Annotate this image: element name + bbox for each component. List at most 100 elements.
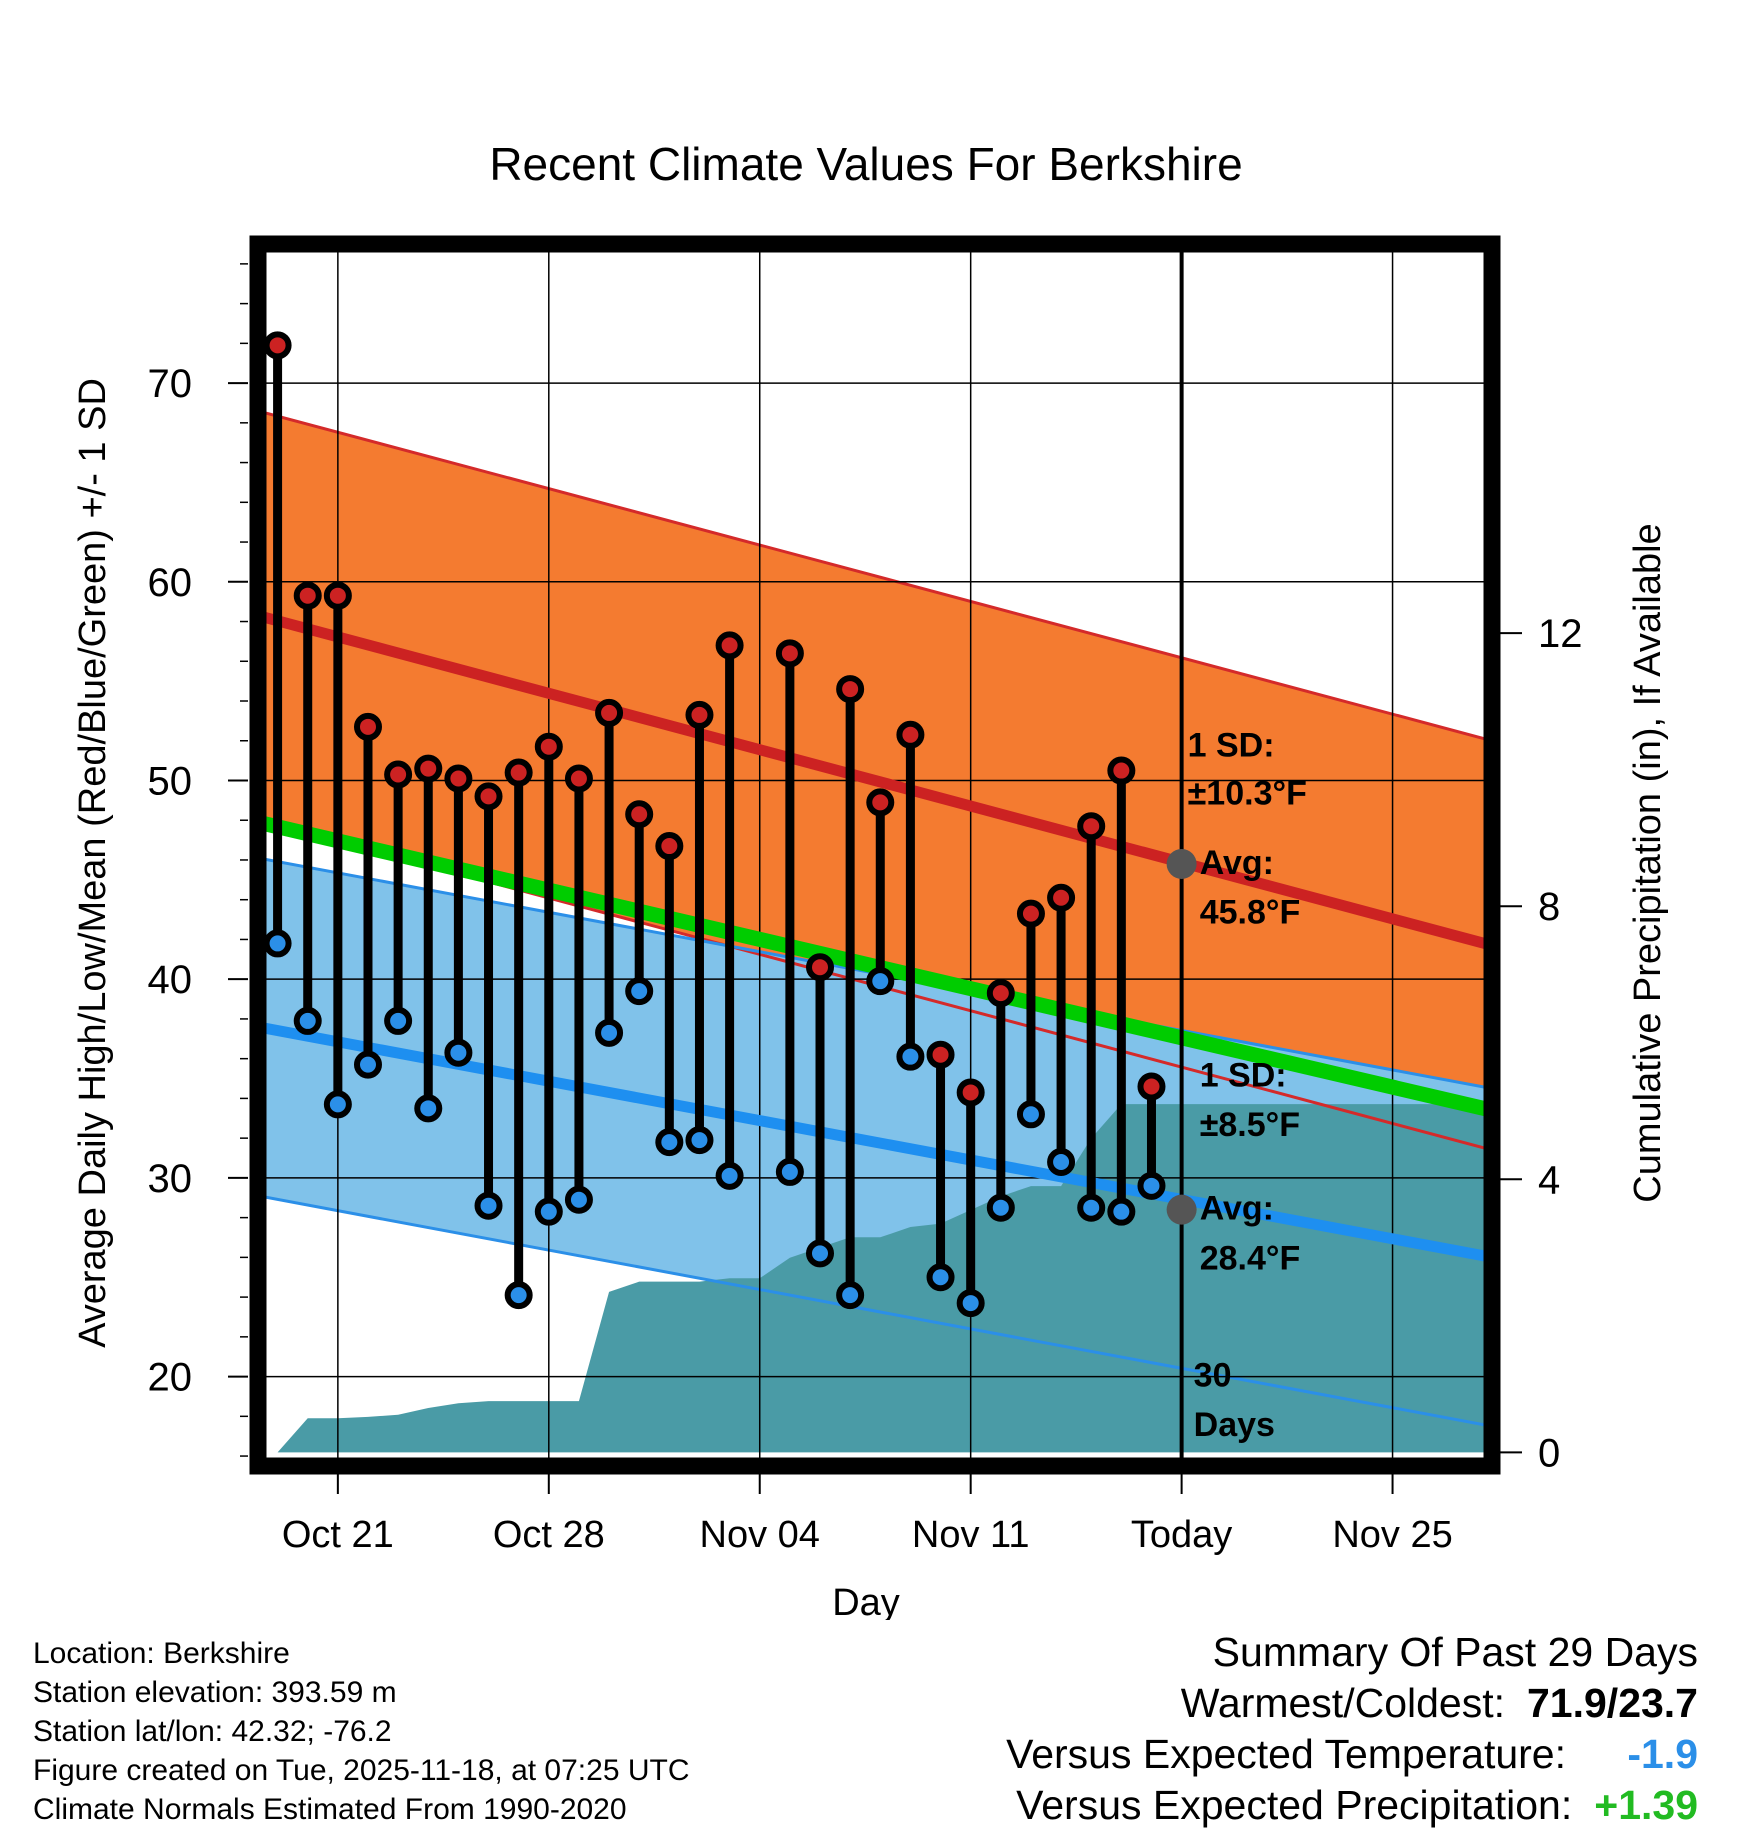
y-tick-label: 40	[148, 958, 193, 1002]
high-point	[715, 631, 744, 660]
high-point	[353, 712, 382, 741]
data-bars	[263, 331, 1166, 1318]
x-axis-title: Day	[832, 1582, 900, 1620]
y-tick-label: 30	[148, 1157, 193, 1201]
low-point	[866, 967, 895, 996]
high-point	[685, 700, 714, 729]
high-sd-upper-line	[258, 409, 1492, 743]
low-point	[564, 1185, 593, 1214]
high-point	[896, 720, 925, 749]
low-point	[715, 1161, 744, 1190]
high-point	[474, 782, 503, 811]
low-point	[504, 1281, 533, 1310]
low-point	[1077, 1193, 1106, 1222]
warmest-label: Warmest/Coldest:	[1180, 1680, 1505, 1726]
low-point	[595, 1018, 624, 1047]
location-text: Location: Berkshire	[33, 1637, 290, 1670]
x-tick-label: Oct 28	[493, 1514, 605, 1556]
x-tick-label: Today	[1131, 1514, 1232, 1556]
y2-tick-label: 4	[1538, 1158, 1560, 1202]
high-point	[564, 764, 593, 793]
annotation-text: Avg:	[1200, 844, 1274, 882]
high-point	[775, 639, 804, 668]
low-point	[685, 1126, 714, 1155]
low-point	[293, 1006, 322, 1035]
y-tick-label: 60	[148, 561, 193, 605]
plot-frame	[249, 235, 1501, 1475]
x-tick-label: Nov 11	[912, 1514, 1030, 1556]
precip-label: Versus Expected Precipitation:	[1016, 1782, 1573, 1828]
low-point	[414, 1094, 443, 1123]
high-point	[534, 732, 563, 761]
high-point	[414, 754, 443, 783]
high-avg-today	[1166, 848, 1197, 879]
low-avg-today	[1166, 1194, 1197, 1225]
annotation-text: 1 SD:	[1200, 1056, 1287, 1094]
low-point	[384, 1006, 413, 1035]
high-point	[625, 800, 654, 829]
x-tick-label: Nov 25	[1332, 1514, 1452, 1556]
low-sd-lower-line	[258, 1194, 1492, 1428]
plot-border	[249, 235, 1501, 1475]
low-point	[1016, 1100, 1045, 1129]
y2-tick-label: 12	[1538, 612, 1583, 656]
summary-precip-row: Versus Expected Precipitation: +1.39	[1006, 1780, 1698, 1831]
low-point	[956, 1289, 985, 1318]
annotation-text: 1 SD:	[1188, 727, 1275, 765]
low-point	[836, 1281, 865, 1310]
low-point	[353, 1050, 382, 1079]
low-point	[775, 1157, 804, 1186]
temp-value: -1.9	[1627, 1731, 1698, 1777]
high-point	[444, 764, 473, 793]
precip-area	[277, 1104, 1492, 1453]
low-point	[625, 977, 654, 1006]
annotation-text: Avg:	[1200, 1190, 1274, 1228]
annotation-text: 28.4°F	[1200, 1239, 1301, 1277]
y2-tick-label: 8	[1538, 885, 1560, 929]
annotation-text: ±8.5°F	[1200, 1106, 1300, 1144]
low-point	[474, 1191, 503, 1220]
high-point	[866, 788, 895, 817]
low-point	[896, 1042, 925, 1071]
y-tick-label: 20	[148, 1356, 193, 1400]
y-axis-title: Average Daily High/Low/Mean (Red/Blue/Gr…	[72, 378, 114, 1348]
high-point	[384, 760, 413, 789]
high-point	[926, 1040, 955, 1069]
high-point	[1047, 883, 1076, 912]
annotation-text: 45.8°F	[1200, 894, 1301, 932]
high-point	[836, 675, 865, 704]
low-point	[263, 929, 292, 958]
high-point	[1107, 756, 1136, 785]
summary-panel: Summary Of Past 29 Days Warmest/Coldest:…	[1006, 1627, 1698, 1831]
low-point	[806, 1239, 835, 1268]
annotation-text: ±10.3°F	[1188, 774, 1307, 812]
elevation-text: Station elevation: 393.59 m	[33, 1676, 397, 1709]
normals-text: Climate Normals Estimated From 1990-2020	[33, 1793, 627, 1826]
high-point	[595, 698, 624, 727]
low-point	[926, 1263, 955, 1292]
station-info: Location: Berkshire Station elevation: 3…	[33, 1634, 690, 1829]
low-point	[986, 1193, 1015, 1222]
y2-tick-label: 0	[1538, 1431, 1560, 1475]
x-tick-label: Oct 21	[282, 1514, 394, 1556]
low-point	[1047, 1147, 1076, 1176]
high-point	[1016, 899, 1045, 928]
summary-warmest-row: Warmest/Coldest: 71.9/23.7	[1006, 1678, 1698, 1729]
low-point	[323, 1090, 352, 1119]
high-point	[806, 953, 835, 982]
high-avg-line	[258, 610, 1492, 951]
created-text: Figure created on Tue, 2025-11-18, at 07…	[33, 1754, 690, 1787]
annotation-text: 30	[1194, 1357, 1232, 1395]
high-point	[986, 979, 1015, 1008]
temp-label: Versus Expected Temperature:	[1006, 1731, 1566, 1777]
precip-value: +1.39	[1594, 1782, 1698, 1828]
y2-axis-title: Cumulative Precipitation (in), If Availa…	[1627, 523, 1669, 1202]
axes: 20 30 40 50 60 70 0 4 8 12 Oct 21 Oct 28 Nov 04 Nov 1…	[148, 263, 1583, 1556]
high-point	[504, 758, 533, 787]
annotation-text: Days	[1194, 1406, 1275, 1444]
high-point	[323, 581, 352, 610]
high-point	[1077, 812, 1106, 841]
latlon-text: Station lat/lon: 42.32; -76.2	[33, 1715, 392, 1748]
high-point	[263, 331, 292, 360]
low-point	[1137, 1171, 1166, 1200]
